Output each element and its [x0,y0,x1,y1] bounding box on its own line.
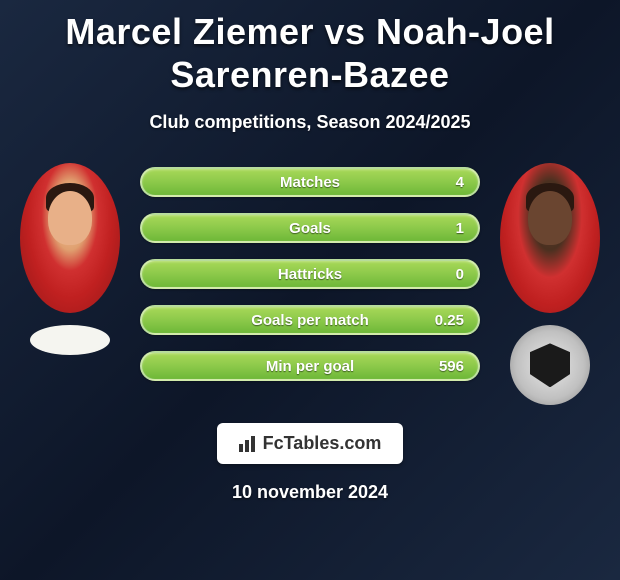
stat-right-value: 4 [414,174,464,191]
subtitle: Club competitions, Season 2024/2025 [149,112,470,133]
player-left-column [20,163,120,355]
stat-label: Hattricks [278,266,342,283]
stat-right-value: 596 [414,358,464,375]
player-left-photo [20,163,120,313]
date-text: 10 november 2024 [232,482,388,503]
stat-right-value: 0.25 [414,312,464,329]
stat-bar-goals: Goals 1 [140,213,480,243]
stats-column: Matches 4 Goals 1 Hattricks 0 Goals per … [140,167,480,381]
stat-right-value: 1 [414,220,464,237]
page-title: Marcel Ziemer vs Noah-Joel Sarenren-Baze… [0,10,620,96]
player-right-column [500,163,600,405]
face-shape [528,191,572,245]
stat-label: Min per goal [266,358,354,375]
stat-bar-matches: Matches 4 [140,167,480,197]
brand-box[interactable]: FcTables.com [217,423,404,464]
main-row: Matches 4 Goals 1 Hattricks 0 Goals per … [0,163,620,405]
club-badge-left [30,325,110,355]
stat-right-value: 0 [414,266,464,283]
stat-bar-min-per-goal: Min per goal 596 [140,351,480,381]
club-badge-right [510,325,590,405]
stat-bar-hattricks: Hattricks 0 [140,259,480,289]
comparison-card: Marcel Ziemer vs Noah-Joel Sarenren-Baze… [0,0,620,503]
stat-bar-goals-per-match: Goals per match 0.25 [140,305,480,335]
stat-label: Matches [280,174,340,191]
face-shape [48,191,92,245]
bar-chart-icon [239,436,257,452]
stat-label: Goals [289,220,331,237]
brand-text: FcTables.com [263,433,382,454]
player-right-photo [500,163,600,313]
stat-label: Goals per match [251,312,369,329]
